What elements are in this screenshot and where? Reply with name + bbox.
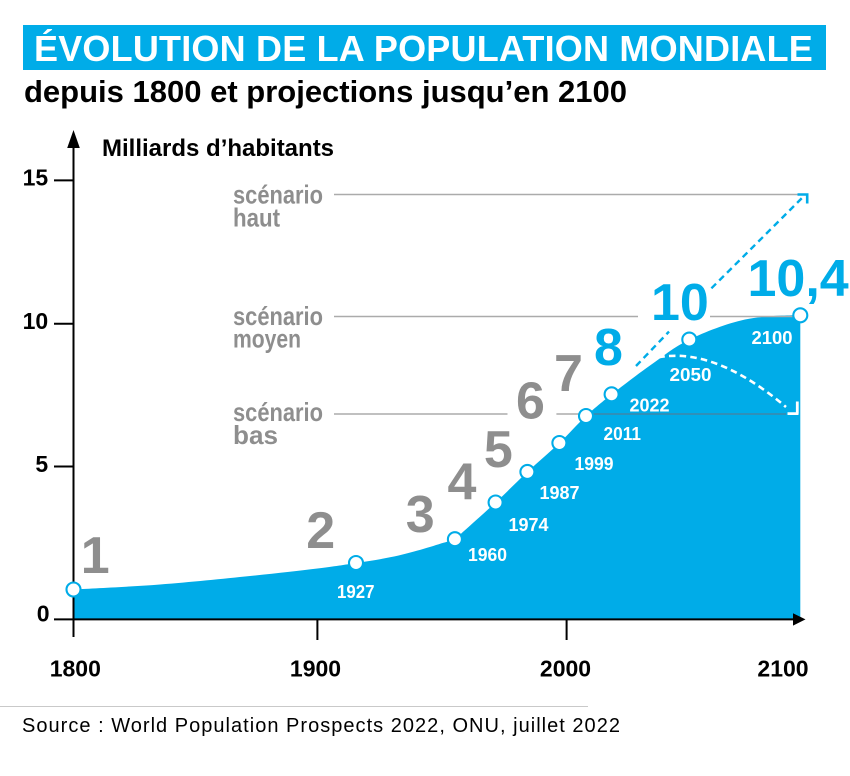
svg-text:1999: 1999	[575, 454, 614, 474]
svg-text:5: 5	[484, 421, 513, 479]
svg-text:moyen: moyen	[233, 324, 301, 354]
svg-text:10: 10	[23, 308, 49, 334]
svg-text:2100: 2100	[752, 328, 793, 348]
svg-text:Milliards d’habitants: Milliards d’habitants	[102, 135, 334, 162]
svg-text:2022: 2022	[630, 396, 670, 416]
svg-text:7: 7	[554, 345, 583, 403]
svg-text:3: 3	[406, 486, 435, 544]
svg-text:scénario: scénario	[233, 301, 323, 331]
svg-text:2: 2	[306, 502, 335, 560]
svg-text:1900: 1900	[290, 656, 341, 682]
svg-text:2011: 2011	[604, 424, 642, 444]
svg-text:2100: 2100	[757, 656, 808, 682]
svg-text:1960: 1960	[468, 545, 507, 565]
svg-text:1: 1	[81, 527, 110, 585]
svg-text:1974: 1974	[509, 515, 549, 535]
svg-text:1927: 1927	[337, 582, 375, 602]
svg-text:bas: bas	[233, 420, 278, 450]
svg-text:2000: 2000	[540, 656, 591, 682]
svg-text:6: 6	[516, 373, 545, 431]
svg-text:1987: 1987	[540, 483, 580, 503]
svg-text:10,4: 10,4	[748, 250, 849, 308]
svg-text:8: 8	[594, 319, 623, 377]
svg-text:0: 0	[37, 601, 50, 627]
svg-text:2050: 2050	[670, 365, 712, 385]
svg-text:scénario: scénario	[233, 397, 323, 427]
svg-text:15: 15	[23, 165, 49, 191]
svg-text:1800: 1800	[50, 656, 101, 682]
svg-text:4: 4	[447, 454, 476, 512]
svg-text:10: 10	[651, 274, 709, 332]
svg-text:haut: haut	[233, 203, 280, 233]
svg-text:scénario: scénario	[233, 180, 323, 210]
svg-text:5: 5	[35, 451, 48, 477]
